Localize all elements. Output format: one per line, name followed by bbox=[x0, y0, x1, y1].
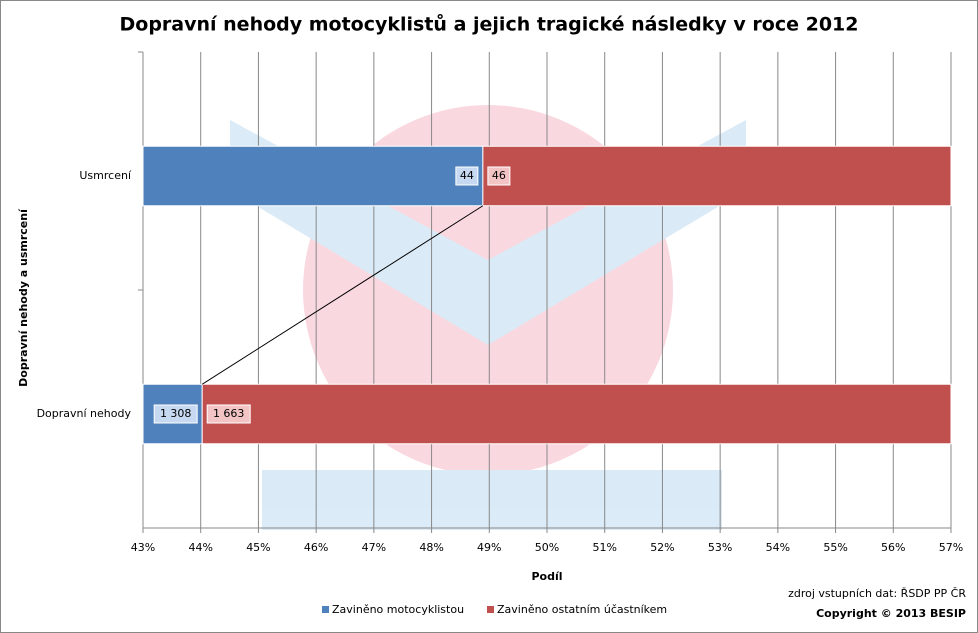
x-tick-label: 52% bbox=[650, 541, 674, 554]
x-tick-label: 56% bbox=[881, 541, 905, 554]
series-line bbox=[201, 205, 484, 385]
legend-swatch bbox=[322, 606, 329, 613]
data-label: 44 bbox=[460, 169, 474, 182]
copyright-note: Copyright © 2013 BESIP bbox=[816, 607, 966, 620]
legend-label: Zaviněno motocyklistou bbox=[332, 603, 464, 616]
x-tick-label: 47% bbox=[362, 541, 386, 554]
y-tick-label: Usmrcení bbox=[79, 169, 132, 182]
bar bbox=[201, 383, 952, 445]
data-label-box bbox=[206, 404, 251, 424]
watermark-chevron bbox=[230, 120, 746, 345]
x-tick-label: 50% bbox=[535, 541, 559, 554]
legend-label: Zaviněno ostatním účastníkem bbox=[497, 603, 667, 616]
data-label: 46 bbox=[492, 169, 506, 182]
x-tick-label: 49% bbox=[477, 541, 501, 554]
data-label-box bbox=[455, 166, 479, 186]
chart-title: Dopravní nehody motocyklistů a jejich tr… bbox=[120, 13, 859, 36]
watermark-band bbox=[262, 470, 722, 530]
source-note: zdroj vstupních dat: ŘSDP PP ČR bbox=[788, 587, 966, 600]
x-tick-label: 46% bbox=[304, 541, 328, 554]
x-axis-title: Podíl bbox=[531, 570, 562, 583]
data-label-box bbox=[153, 404, 198, 424]
x-tick-label: 57% bbox=[939, 541, 963, 554]
bar bbox=[142, 145, 484, 207]
x-tick-label: 53% bbox=[708, 541, 732, 554]
y-tick-label: Dopravní nehody bbox=[37, 407, 132, 420]
bar bbox=[482, 145, 952, 207]
x-tick-label: 45% bbox=[246, 541, 270, 554]
y-axis-title: Dopravní nehody a usmrcení bbox=[17, 208, 30, 387]
x-tick-label: 48% bbox=[419, 541, 443, 554]
legend-swatch bbox=[487, 606, 494, 613]
x-tick-label: 51% bbox=[592, 541, 616, 554]
x-tick-label: 44% bbox=[188, 541, 212, 554]
data-label: 1 663 bbox=[213, 407, 245, 420]
x-tick-label: 43% bbox=[131, 541, 155, 554]
data-label-box bbox=[487, 166, 511, 186]
data-label: 1 308 bbox=[160, 407, 192, 420]
x-tick-label: 54% bbox=[766, 541, 790, 554]
x-tick-label: 55% bbox=[823, 541, 847, 554]
